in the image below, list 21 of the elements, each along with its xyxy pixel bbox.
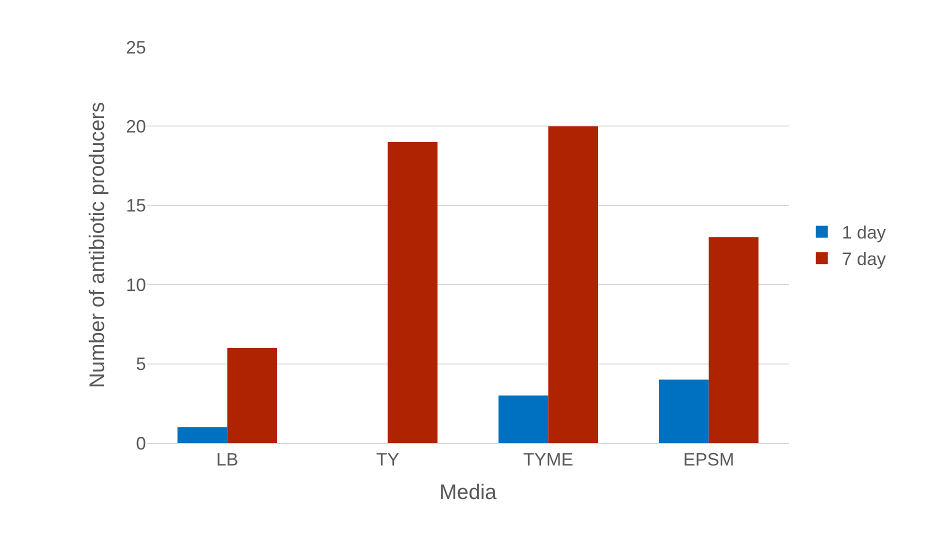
bar bbox=[388, 142, 438, 443]
y-tick-label: 10 bbox=[126, 274, 146, 295]
bar bbox=[548, 126, 598, 443]
bar bbox=[659, 380, 709, 443]
bar bbox=[498, 395, 548, 443]
x-tick-label: TYME bbox=[523, 450, 574, 470]
bar bbox=[708, 237, 759, 443]
y-tick-label: 0 bbox=[136, 433, 146, 454]
y-tick-label: 15 bbox=[126, 196, 146, 216]
legend-label: 1 day bbox=[842, 222, 886, 243]
x-tick-label: TY bbox=[376, 450, 400, 470]
x-tick-label: EPSM bbox=[683, 450, 734, 470]
legend-label: 7 day bbox=[842, 249, 886, 270]
bar bbox=[177, 427, 228, 443]
bar bbox=[227, 348, 278, 443]
y-tick-label: 5 bbox=[136, 354, 146, 374]
y-tick-label: 25 bbox=[126, 37, 146, 58]
y-axis-title: Number of antibiotic producers bbox=[86, 102, 110, 388]
x-tick-label: LB bbox=[216, 450, 238, 470]
y-tick-label: 20 bbox=[126, 116, 146, 136]
x-axis-title: Media bbox=[439, 480, 497, 504]
